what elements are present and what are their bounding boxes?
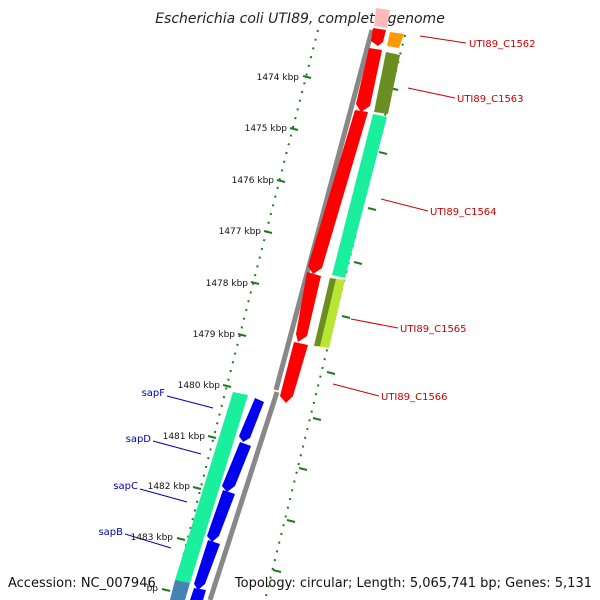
gene-feature-pink xyxy=(374,8,390,28)
gene-feature-c1565-olive xyxy=(314,278,336,346)
backbone-lower xyxy=(207,391,280,600)
tick-label-1482: 1482 kbp xyxy=(148,482,191,492)
leader-sapc xyxy=(139,488,188,503)
leader-c1564 xyxy=(380,198,429,212)
tick-mark-inner xyxy=(367,207,377,211)
leader-sapb xyxy=(124,533,172,549)
tick-label-1474: 1474 kbp xyxy=(257,73,300,83)
tick-mark-inner xyxy=(378,151,388,155)
tick-mark-outer xyxy=(302,75,312,79)
tick-mark-outer xyxy=(222,384,232,388)
backbone-upper xyxy=(273,29,375,391)
tick-mark-inner xyxy=(341,315,351,319)
gene-feature-sapc-blue xyxy=(207,490,235,542)
gene-label-c1564: UTI89_C1564 xyxy=(430,207,497,218)
gene-label-c1566: UTI89_C1566 xyxy=(381,392,448,403)
tick-mark-outer xyxy=(176,537,186,541)
tick-label-bp: bp xyxy=(147,584,159,594)
tick-mark-outer xyxy=(250,281,260,285)
tick-mark-inner xyxy=(312,417,322,421)
leader-c1562 xyxy=(419,35,467,44)
gene-label-sapb: sapB xyxy=(98,527,123,538)
gene-feature-blue-bottom xyxy=(190,588,206,600)
tick-mark-outer xyxy=(237,333,247,337)
tick-mark-outer xyxy=(207,435,217,439)
tick-mark-outer xyxy=(263,230,273,234)
tick-mark-inner xyxy=(298,467,308,471)
tick-label-1477: 1477 kbp xyxy=(219,227,262,237)
gene-feature-c1562-orange xyxy=(387,32,404,48)
tick-mark-outer xyxy=(192,486,202,490)
leader-sapd xyxy=(152,440,202,455)
gene-feature-c1566-red xyxy=(280,342,308,403)
tick-label-1479: 1479 kbp xyxy=(193,330,236,340)
gene-feature-c1564-green xyxy=(332,114,387,278)
tick-mark-inner xyxy=(353,261,363,265)
gene-feature-sapd-blue xyxy=(222,442,251,492)
tick-label-1480: 1480 kbp xyxy=(178,381,221,391)
gene-feature-steelblue xyxy=(170,580,190,600)
leader-sapf xyxy=(166,395,214,409)
tick-label-1475: 1475 kbp xyxy=(245,124,288,134)
gene-feature-sapf-blue xyxy=(239,398,264,442)
gene-label-sapf: sapF xyxy=(142,388,166,399)
gene-feature-c1563-olive xyxy=(374,52,400,114)
leader-c1563 xyxy=(407,87,456,99)
tick-mark-inner xyxy=(272,569,282,573)
footer-summary: Topology: circular; Length: 5,065,741 bp… xyxy=(234,576,592,591)
tick-mark-inner xyxy=(286,519,296,523)
gene-feature-sap-green xyxy=(175,392,248,583)
map-title: Escherichia coli UTI89, complete genome xyxy=(155,11,445,27)
gene-feature-sapb-blue xyxy=(194,540,220,590)
tick-marks xyxy=(161,75,399,592)
tick-label-1481: 1481 kbp xyxy=(163,432,206,442)
gene-label-sapc: sapC xyxy=(113,481,138,492)
gene-label-c1563: UTI89_C1563 xyxy=(457,94,524,105)
tick-mark-outer xyxy=(289,127,299,131)
gene-label-c1565: UTI89_C1565 xyxy=(400,324,467,335)
gene-feature-c1563-red xyxy=(356,48,382,112)
gene-label-c1562: UTI89_C1562 xyxy=(469,39,536,50)
tick-mark-inner xyxy=(326,371,336,375)
tick-mark-outer xyxy=(161,588,171,592)
leader-c1565 xyxy=(350,318,399,329)
leader-c1566 xyxy=(332,383,380,397)
gene-feature-c1564-red xyxy=(308,110,368,274)
gene-label-sapd: sapD xyxy=(126,434,152,445)
footer-accession: Accession: NC_007946 xyxy=(8,576,156,591)
tick-label-1478: 1478 kbp xyxy=(206,279,249,289)
tick-label-1483: 1483 kbp xyxy=(131,533,174,543)
tick-mark-outer xyxy=(276,179,286,183)
tick-label-1476: 1476 kbp xyxy=(232,176,275,186)
gene-feature-c1562-red xyxy=(371,28,386,46)
gene-feature-c1565-red xyxy=(296,272,321,342)
